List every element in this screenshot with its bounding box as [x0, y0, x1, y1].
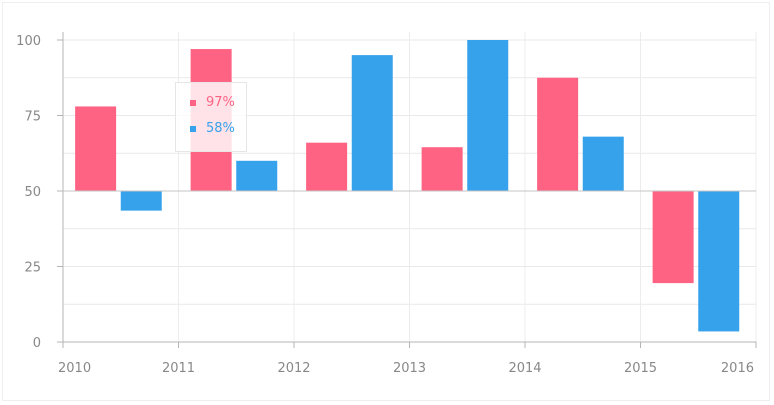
y-tick-label: 50 [24, 185, 41, 200]
y-tick-label: 100 [16, 34, 41, 49]
bar-2011-b [236, 160, 278, 191]
x-tick-label: 2012 [277, 361, 310, 376]
tooltip-row-series-b: 58% [190, 121, 235, 136]
y-axis-labels: 0 25 50 75 100 [16, 34, 41, 351]
tooltip-row-series-a: 97% [190, 95, 235, 110]
bar-2013-b [467, 40, 509, 191]
bar-2013-a [421, 147, 463, 191]
x-tick-label: 2011 [162, 361, 195, 376]
tooltip-swatch-a [190, 99, 196, 106]
x-tick-label: 2015 [624, 361, 657, 376]
bar-2015-a [652, 191, 694, 284]
bar-2014-a [537, 77, 579, 191]
x-tick-label: 2013 [393, 361, 426, 376]
bars [75, 40, 740, 332]
y-tick-label: 75 [24, 110, 41, 125]
tooltip-swatch-b [190, 125, 196, 132]
x-tick-label: 2010 [58, 361, 91, 376]
grid-lines [62, 32, 757, 343]
chart-tooltip: 97% 58% [175, 82, 247, 152]
tooltip-value-b: 58% [206, 121, 235, 136]
x-axis-labels: 2010 2011 2012 2013 2014 2015 2016 [58, 361, 754, 376]
tooltip-value-a: 97% [206, 95, 235, 110]
axes [57, 32, 757, 348]
bar-2015-b [698, 191, 740, 332]
bar-2012-b [351, 55, 393, 191]
bar-2010-b [120, 191, 162, 211]
x-tick-label: 2016 [721, 361, 754, 376]
bar-2014-b [582, 136, 624, 191]
x-tick-label: 2014 [508, 361, 541, 376]
bar-2012-a [306, 142, 348, 191]
y-tick-label: 0 [33, 336, 41, 351]
bar-2010-a [75, 106, 117, 191]
y-tick-label: 25 [24, 261, 41, 276]
